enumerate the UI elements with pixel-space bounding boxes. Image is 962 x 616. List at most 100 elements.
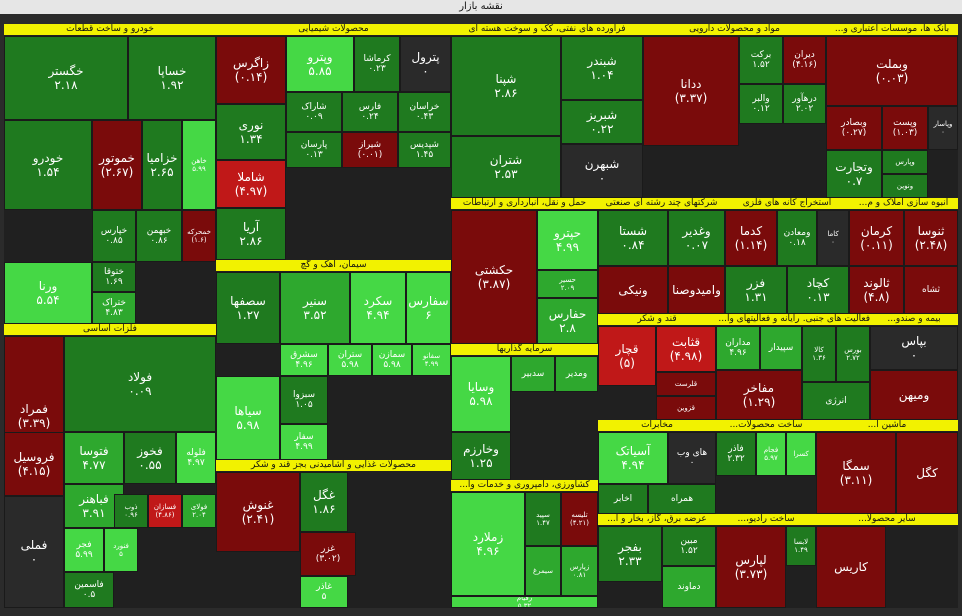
treemap-tile[interactable]: مبین ۱.۵۲ [662, 526, 716, 566]
treemap-tile[interactable]: خراسان ۰.۴۳ [398, 92, 451, 132]
treemap-tile[interactable]: فاذر ۲.۳۲ [716, 432, 756, 476]
sector-title[interactable]: قند و شکر [598, 314, 716, 325]
treemap-tile[interactable]: ونوین [882, 174, 928, 198]
treemap-tile[interactable]: فجام ۵.۹۷ [756, 432, 786, 476]
sector-title[interactable]: ساخت محصولات... [716, 420, 816, 431]
sector-title[interactable]: فرآورده های نفتی، کک و سوخت هسته ای [451, 24, 643, 35]
treemap-tile[interactable]: فولاد ۰.۰۹ [64, 336, 216, 432]
treemap-tile[interactable]: کاریس [816, 526, 886, 608]
treemap-tile[interactable]: زاگرس (۰.۱۴) [216, 36, 286, 104]
treemap-tile[interactable]: قثابت (۴.۹۸) [656, 326, 716, 372]
treemap-tile[interactable]: سبزوا ۱.۰۵ [280, 376, 328, 424]
treemap-tile[interactable]: فلوله ۴.۹۷ [176, 432, 216, 484]
treemap-tile[interactable]: ددانا (۳.۳۷) [643, 36, 739, 146]
sector-title[interactable]: فعالیت های جنبی... [802, 314, 870, 325]
treemap-tile[interactable]: شپنا ۲.۸۶ [451, 36, 561, 136]
treemap-tile[interactable]: وبصادر (۰.۲۷) [826, 106, 882, 150]
treemap-tile[interactable]: لپارس (۳.۷۳) [716, 526, 786, 608]
treemap-tile[interactable]: خزامیا ۲.۶۵ [142, 120, 182, 210]
treemap-tile[interactable]: شیراز (۰.۰۱) [342, 132, 398, 168]
sector-title[interactable]: سایر محصولا... [816, 514, 958, 525]
treemap-tile[interactable]: فنورد ۵ [104, 528, 138, 572]
treemap-tile[interactable]: ستران ۵.۹۸ [328, 344, 372, 376]
treemap-tile[interactable]: سمازن ۵.۹۸ [372, 344, 412, 376]
treemap-tile[interactable]: شستا ۰.۸۴ [598, 210, 668, 266]
treemap-tile[interactable]: شبهرن ۰ [561, 144, 643, 198]
treemap-tile[interactable]: شپدیس ۱.۴۵ [398, 132, 451, 168]
treemap-tile[interactable]: ثشاه [904, 266, 958, 314]
sector-title[interactable]: استخراج کانه های فلزی [725, 198, 849, 209]
sector-title[interactable]: مخابرات [598, 420, 716, 431]
treemap-tile[interactable]: ونیکی [598, 266, 668, 314]
treemap-tile[interactable]: درهآور ۲.۰۲ [783, 84, 826, 124]
treemap-tile[interactable]: سپیدار [760, 326, 802, 370]
treemap-tile[interactable]: وامیدوصنا [668, 266, 725, 314]
treemap-tile[interactable]: فتوسا ۴.۷۷ [64, 432, 124, 484]
treemap-tile[interactable]: شاراک ۰.۰۹ [286, 92, 342, 132]
treemap-tile[interactable]: ثالوند (۴.۸) [849, 266, 904, 314]
treemap-tile[interactable]: ذوب ۰.۹۶ [114, 494, 148, 528]
treemap-tile[interactable]: خموتور (۲.۶۷) [92, 120, 142, 210]
treemap-tile[interactable]: کگل [896, 432, 958, 514]
treemap-tile[interactable]: شتران ۲.۵۳ [451, 136, 561, 198]
treemap-tile[interactable]: کسرا [786, 432, 816, 476]
treemap-tile[interactable]: سدبیر [511, 356, 555, 392]
treemap-tile[interactable]: حکشتی (۳.۸۷) [451, 210, 537, 344]
sector-title[interactable]: ماشین آ... [816, 420, 958, 431]
treemap-tile[interactable]: سفانو ۴.۹۹ [412, 344, 451, 376]
treemap-tile[interactable]: اخابر [598, 484, 648, 514]
treemap-tile[interactable]: ختوقا ۱.۶۹ [92, 262, 136, 292]
treemap-tile[interactable]: سشرق ۴.۹۶ [280, 344, 328, 376]
treemap-tile[interactable]: شبریز ۰.۲۲ [561, 100, 643, 144]
treemap-tile[interactable]: وسایا ۵.۹۸ [451, 356, 511, 432]
treemap-tile[interactable]: وتجارت ۰.۷ [826, 150, 882, 198]
treemap-tile[interactable]: سصفها ۱.۲۷ [216, 272, 280, 344]
treemap-tile[interactable]: زقیام ۵.۳۲ [451, 596, 598, 608]
treemap-tile[interactable]: کرماشا ۰.۲۳ [354, 36, 400, 92]
treemap-tile[interactable]: کاما ۰ [817, 210, 849, 266]
treemap-tile[interactable]: غاذر ۵ [300, 576, 348, 608]
sector-title[interactable]: انبوه سازی املاک و م... [849, 198, 958, 209]
treemap-tile[interactable]: قچار (۵) [598, 326, 656, 386]
treemap-tile[interactable]: سیاها ۵.۹۸ [216, 376, 280, 460]
treemap-tile[interactable]: خساپا ۱.۹۲ [128, 36, 216, 120]
treemap-tile[interactable]: نوری ۱.۳۴ [216, 104, 286, 160]
sector-title[interactable]: محصولات شیمیایی [216, 24, 451, 35]
sector-title[interactable]: فلزات اساسی [4, 324, 216, 335]
treemap-tile[interactable]: وپارس [882, 150, 928, 174]
treemap-tile[interactable]: کرمان (۰.۱۱) [849, 210, 904, 266]
treemap-tile[interactable]: کچاد ۰.۱۳ [787, 266, 849, 314]
sector-title[interactable]: بانک ها، موسسات اعتباری و... [826, 24, 958, 35]
sector-title[interactable]: بیمه و صندو... [870, 314, 958, 325]
treemap-tile[interactable]: زملارد ۴.۹۶ [451, 492, 525, 596]
treemap-tile[interactable]: قلرست [656, 372, 716, 396]
treemap-tile[interactable]: خبهمن ۰.۸۶ [136, 210, 182, 262]
treemap-tile[interactable]: بپاس ۰ [870, 326, 958, 370]
treemap-tile[interactable]: فملی ۰ [4, 496, 64, 608]
treemap-tile[interactable]: سکرد ۴.۹۴ [350, 272, 406, 344]
treemap-tile[interactable]: دماوند [662, 566, 716, 608]
treemap-tile[interactable]: شاملا (۴.۹۷) [216, 160, 286, 208]
treemap-tile[interactable]: غنوش (۲.۴۱) [216, 472, 300, 552]
treemap-tile[interactable]: فولای ۲.۰۴ [182, 494, 216, 528]
treemap-tile[interactable]: انرژی [802, 382, 870, 420]
treemap-tile[interactable]: فروسیل (۴.۱۵) [4, 432, 64, 496]
treemap-tile[interactable]: کالا ۱.۳۶ [802, 326, 836, 382]
treemap-tile[interactable]: ختراک ۴.۸۳ [92, 292, 136, 324]
treemap-tile[interactable]: فسازان (۴.۸۶) [148, 494, 182, 528]
sector-title[interactable]: مواد و محصولات دارویی [643, 24, 826, 35]
treemap-tile[interactable]: پارسان ۰.۱۳ [286, 132, 342, 168]
sector-title[interactable]: ساخت رادیو،... [716, 514, 816, 525]
treemap-tile[interactable]: غزر (۳.۰۲) [300, 532, 356, 576]
treemap-tile[interactable]: کدما (۱.۱۴) [725, 210, 777, 266]
treemap-tile[interactable]: سفارس ۶ [406, 272, 451, 344]
sector-title[interactable]: شرکتهای چند رشته ای صنعتی [598, 198, 725, 209]
treemap-tile[interactable]: دیران (۴.۱۶) [783, 36, 826, 84]
treemap-tile[interactable]: های وب ۰ [668, 432, 716, 484]
treemap-tile[interactable]: تلیسه (۴.۲۱) [561, 492, 598, 546]
treemap-tile[interactable]: مفاخر (۱.۲۹) [716, 370, 802, 420]
sector-title[interactable]: سرمایه گذاریها [451, 344, 598, 355]
sector-title[interactable]: کشاورزی، دامپروری و خدمات وا... [451, 480, 598, 491]
treemap-tile[interactable]: ثنوسا (۲.۴۸) [904, 210, 958, 266]
treemap-tile[interactable]: غگل ۱.۸۶ [300, 472, 348, 532]
